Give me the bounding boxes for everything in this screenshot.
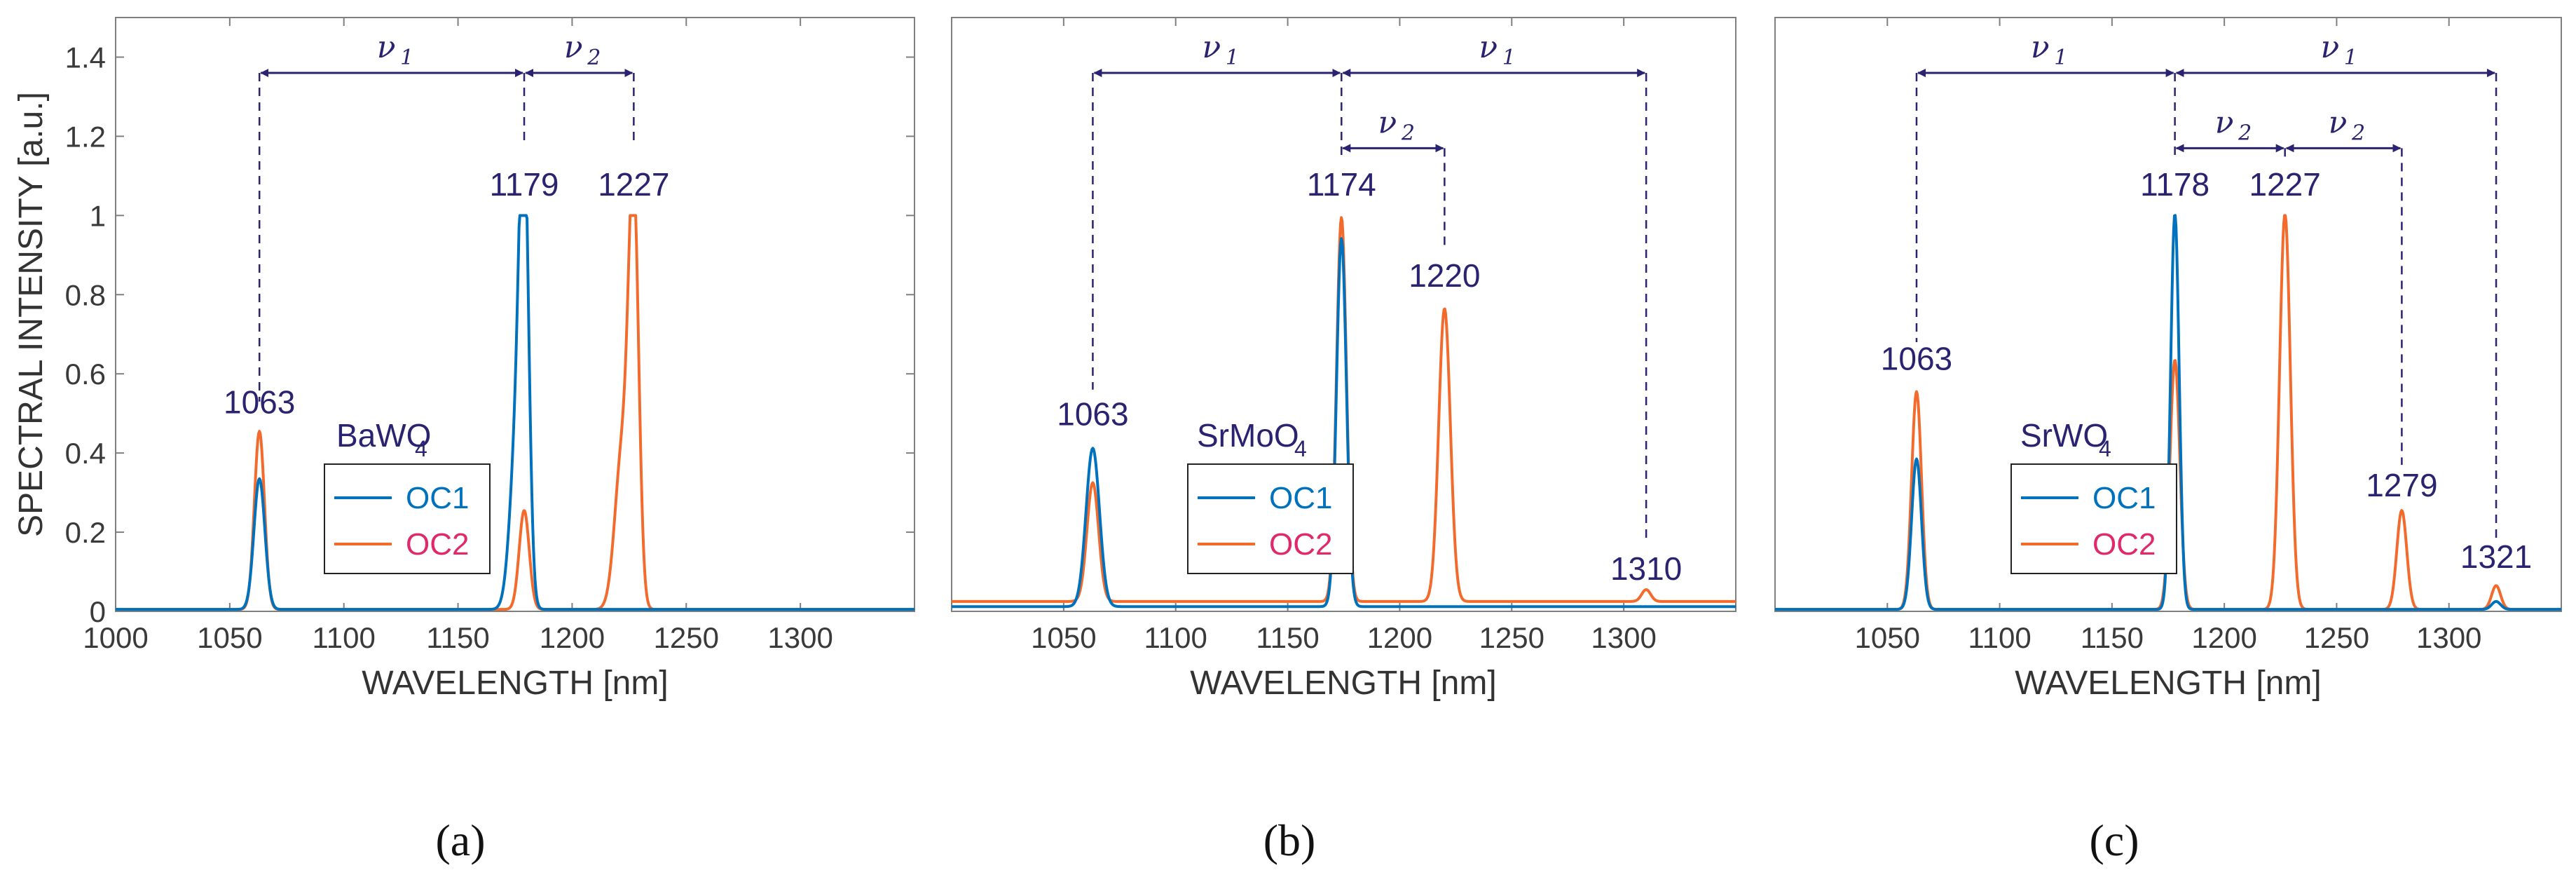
x-tick-label: 1200 <box>540 621 605 654</box>
peak-label: 1279 <box>2366 467 2437 503</box>
shift-label-sub: 1 <box>2344 46 2357 70</box>
peak-label: 1220 <box>1409 257 1480 294</box>
sample-name: BaWO <box>336 417 431 454</box>
y-tick-label: 1 <box>90 199 106 232</box>
x-axis-title: WAVELENGTH [nm] <box>2015 665 2321 702</box>
shift-label-sub: 2 <box>587 46 601 70</box>
y-tick-label: 1.2 <box>65 120 106 153</box>
y-tick-label: 0.6 <box>65 358 106 391</box>
sample-name-subscript: 4 <box>415 436 427 461</box>
y-tick-label: 0 <box>90 595 106 628</box>
shift-label: ν <box>2031 29 2050 65</box>
x-tick-label: 1300 <box>1591 621 1656 654</box>
panels-layer: SPECTRAL INTENSITY [a.u.] 1000 1050 1100 115… <box>13 17 2562 865</box>
x-tick-label: 1250 <box>1479 621 1544 654</box>
shift-label-sub: 2 <box>2351 121 2365 145</box>
legend-box <box>324 463 491 574</box>
shift-label: ν <box>2215 104 2234 140</box>
x-tick-label: 1150 <box>1256 621 1319 654</box>
plot-frame <box>115 17 915 612</box>
sample-name: SrWO <box>2020 417 2108 454</box>
shift-label-sub: 1 <box>1226 46 1239 70</box>
legend-box <box>2010 463 2177 574</box>
peak-label: 1178 <box>2140 166 2210 203</box>
shift-label: ν <box>564 29 583 65</box>
shift-label-sub: 1 <box>400 46 413 70</box>
legend-label-oc1: OC1 <box>1269 481 1332 515</box>
panel-letter: (a) <box>435 815 485 865</box>
sample-name: SrMoO <box>1197 417 1299 454</box>
x-tick-label: 1100 <box>313 621 376 654</box>
peak-label: 1227 <box>598 166 669 203</box>
shift-label-sub: 2 <box>2238 121 2252 145</box>
shift-label-sub: 1 <box>1502 46 1516 70</box>
y-tick-label: 0.2 <box>65 516 106 549</box>
shift-label: ν <box>1378 104 1397 140</box>
x-tick-label: 1200 <box>1367 621 1432 654</box>
x-tick-label: 1100 <box>1968 621 2031 654</box>
shift-label: ν <box>377 29 396 65</box>
x-tick-label: 1000 <box>83 621 148 654</box>
peak-label: 1174 <box>1307 166 1376 203</box>
shift-label-sub: 1 <box>2054 46 2067 70</box>
spectrum-oc1 <box>115 214 915 611</box>
peak-label: 1227 <box>2249 166 2321 203</box>
panel-letter: (c) <box>2089 815 2139 865</box>
y-tick-label: 1.4 <box>65 41 106 74</box>
peak-label: 1063 <box>1057 396 1128 433</box>
peak-label: 1063 <box>1881 341 1952 377</box>
sample-name-subscript: 4 <box>1294 436 1307 461</box>
legend-label-oc2: OC2 <box>1269 527 1332 562</box>
x-tick-label: 1200 <box>2191 621 2256 654</box>
spectrum-oc1 <box>951 237 1736 609</box>
legend-box <box>1187 463 1354 574</box>
x-tick-label: 1250 <box>2304 621 2369 654</box>
x-tick-label: 1250 <box>654 621 719 654</box>
panel-letter: (b) <box>1263 815 1316 865</box>
peak-label: 1321 <box>2460 538 2532 575</box>
sample-name-subscript: 4 <box>2099 436 2111 461</box>
peak-label: 1063 <box>224 384 295 421</box>
legend-label-oc2: OC2 <box>406 527 469 562</box>
panel-a: 1000 1050 1100 1150 1200 1250 1300 0 0.2 0.4 0.6 0.… <box>65 17 915 865</box>
y-axis-title: SPECTRAL INTENSITY [a.u.] <box>13 92 50 537</box>
shift-label-sub: 2 <box>1401 121 1415 145</box>
shift-label: ν <box>1479 29 1498 65</box>
panel-c: 1050 1100 1150 1200 1250 1300 WAVELENGTH [nm] ν… <box>1774 17 2562 865</box>
x-tick-label: 1050 <box>197 621 262 654</box>
x-tick-label: 1300 <box>2416 621 2481 654</box>
legend-label-oc1: OC1 <box>406 481 469 515</box>
x-tick-label: 1050 <box>1855 621 1920 654</box>
legend-label-oc2: OC2 <box>2092 527 2156 562</box>
shift-label: ν <box>2329 104 2348 140</box>
panel-b: 1050 1100 1150 1200 1250 1300 WAVELENGTH [nm] ν… <box>951 17 1736 865</box>
x-tick-label: 1300 <box>767 621 833 654</box>
shift-label: ν <box>1202 29 1221 65</box>
shift-label: ν <box>2320 29 2339 65</box>
x-tick-label: 1150 <box>2081 621 2144 654</box>
legend-label-oc1: OC1 <box>2092 481 2156 515</box>
x-tick-label: 1100 <box>1144 621 1207 654</box>
x-tick-label: 1150 <box>426 621 489 654</box>
y-tick-label: 0.4 <box>65 437 106 470</box>
x-tick-label: 1050 <box>1031 621 1096 654</box>
y-tick-label: 0.8 <box>65 278 106 311</box>
peak-label: 1310 <box>1610 550 1682 587</box>
x-axis-title: WAVELENGTH [nm] <box>1190 665 1496 702</box>
peak-label: 1179 <box>490 166 559 203</box>
x-axis-title: WAVELENGTH [nm] <box>362 665 668 702</box>
